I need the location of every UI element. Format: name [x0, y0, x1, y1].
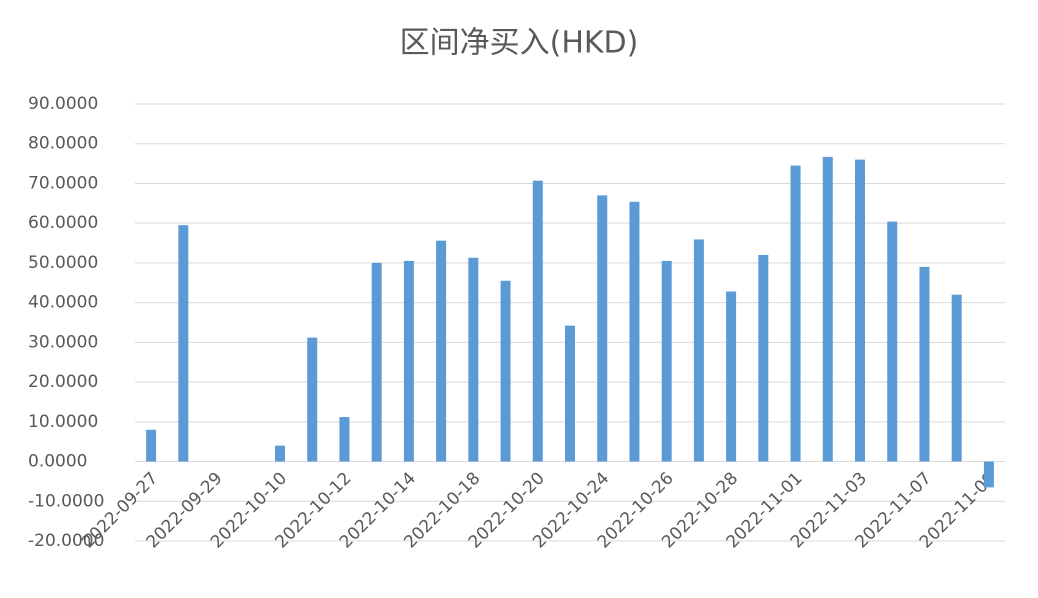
bar: [532, 180, 543, 462]
bar: [855, 159, 865, 462]
bar: [822, 156, 833, 462]
y-tick-label: 30.0000: [28, 332, 98, 352]
y-tick-label: 90.0000: [28, 94, 98, 114]
bar: [951, 294, 962, 462]
chart-title: 区间净买入(HKD): [400, 26, 639, 61]
y-tick-label: 50.0000: [28, 253, 98, 273]
bar: [726, 291, 737, 462]
y-tick-label: 70.0000: [28, 173, 98, 193]
y-tick-label: 0.0000: [28, 452, 87, 472]
bar: [983, 461, 994, 488]
bar: [758, 254, 769, 462]
y-tick-label: -20.0000: [28, 531, 104, 551]
bar: [436, 240, 447, 462]
bar: [178, 225, 189, 462]
bar: [887, 221, 898, 462]
bar: [146, 429, 157, 462]
bar: [468, 257, 479, 462]
bar: [597, 195, 608, 462]
bar: [693, 239, 704, 462]
y-tick-label: 40.0000: [28, 293, 98, 313]
bar: [629, 201, 640, 462]
y-tick-label: -10.0000: [28, 491, 104, 511]
bar: [307, 337, 318, 462]
bar: [275, 445, 285, 462]
y-tick-label: 80.0000: [28, 134, 98, 154]
y-tick-label: 60.0000: [28, 213, 98, 233]
bar: [500, 280, 511, 462]
y-tick-label: 20.0000: [28, 372, 98, 392]
bar: [919, 266, 930, 462]
bar: [371, 262, 382, 462]
bar: [403, 260, 414, 462]
y-tick-label: 10.0000: [28, 412, 98, 432]
bar: [661, 260, 672, 462]
bar: [339, 417, 350, 462]
bar: [565, 325, 575, 462]
bar: [790, 165, 801, 462]
